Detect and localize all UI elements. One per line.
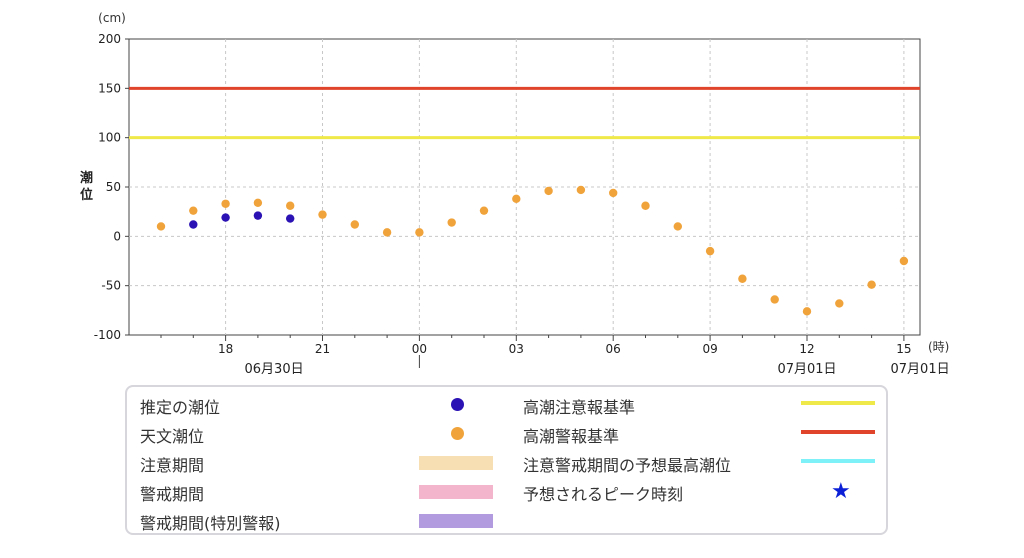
- data-point: [253, 198, 263, 207]
- tide-chart: -100 -50 0 50 100 150 200 18 21 00 03 06 09 12 15 06月30…: [80, 11, 950, 377]
- legend-symbol-warning-level: [801, 430, 875, 434]
- y-tick-label: 50: [106, 180, 121, 194]
- data-point: [189, 220, 198, 229]
- x-tick-label: 21: [315, 342, 330, 356]
- data-point: [382, 228, 392, 237]
- data-point: [576, 185, 586, 195]
- reference-lines: [129, 86, 920, 140]
- y-tick-label: 150: [98, 81, 121, 95]
- x-tick-label: 15: [896, 342, 911, 356]
- data-point: [447, 218, 456, 227]
- legend-symbol-astronomical: [451, 427, 464, 440]
- data-point: [189, 206, 198, 215]
- data-point: [899, 256, 909, 266]
- legend-symbol-warning-period: [419, 485, 493, 499]
- data-point: [479, 206, 489, 215]
- date-label: 07月01日: [891, 362, 950, 377]
- legend-label-warning-period: 警戒期間: [140, 485, 205, 504]
- data-point: [738, 274, 747, 283]
- data-point: [415, 228, 424, 237]
- data-point: [673, 222, 682, 231]
- legend-symbol-special-warning-period: [419, 514, 493, 528]
- data-point: [835, 299, 844, 308]
- y-tick-label: -50: [101, 279, 121, 293]
- axes: -100 -50 0 50 100 150 200 18 21 00 03 06 09 12 15 06月30…: [94, 32, 950, 377]
- data-point: [156, 222, 166, 231]
- grid: [128, 38, 921, 336]
- data-point: [867, 280, 876, 289]
- legend-label-caution-period: 注意期間: [140, 456, 205, 475]
- x-tick-label: 18: [218, 342, 233, 356]
- date-label: 07月01日: [777, 362, 836, 377]
- y-tick-label: 200: [98, 32, 121, 46]
- data-point: [318, 210, 327, 219]
- data-point: [350, 220, 359, 229]
- data-point: [802, 307, 812, 316]
- legend-symbol-caution-level: [801, 401, 875, 405]
- data-point: [512, 194, 521, 204]
- legend-symbol-estimated: [451, 398, 464, 411]
- y-tick-label: 0: [113, 229, 121, 243]
- data-point: [221, 199, 230, 208]
- data-point: [609, 188, 618, 198]
- y-unit-label: (cm): [98, 11, 126, 25]
- legend-label-peak-time: 予想されるピーク時刻: [523, 485, 684, 504]
- legend-label-predicted-max: 注意警戒期間の予想最高潮位: [523, 456, 732, 475]
- y-axis-label: 潮位: [80, 170, 93, 203]
- data-point: [253, 211, 263, 220]
- data-point: [544, 186, 553, 196]
- x-unit-label: (時): [928, 340, 949, 354]
- y-tick-label: -100: [94, 328, 121, 342]
- x-tick-label: 09: [702, 342, 717, 356]
- legend-label-warning-level: 高潮警報基準: [523, 427, 620, 446]
- data-points: [156, 185, 909, 316]
- legend-label-estimated: 推定の潮位: [140, 398, 221, 417]
- legend: 推定の潮位 天文潮位 注意期間 警戒期間 警戒期間(特別警報) 高潮注意報基準 …: [125, 385, 888, 535]
- x-tick-label: 03: [509, 342, 524, 356]
- x-tick-label: 06: [606, 342, 621, 356]
- legend-label-caution-level: 高潮注意報基準: [523, 398, 636, 417]
- date-label: 06月30日: [245, 362, 304, 377]
- data-point: [705, 246, 715, 256]
- data-point: [641, 201, 650, 210]
- star-icon: ★: [831, 479, 851, 504]
- legend-label-special-warning-period: 警戒期間(特別警報): [140, 514, 281, 533]
- legend-symbol-predicted-max: [801, 459, 875, 463]
- data-point: [286, 201, 295, 210]
- data-point: [286, 214, 295, 223]
- legend-symbol-caution-period: [419, 456, 493, 470]
- data-point: [221, 213, 230, 222]
- legend-label-astronomical: 天文潮位: [140, 427, 205, 446]
- y-tick-label: 100: [98, 131, 121, 145]
- x-tick-label: 12: [799, 342, 814, 356]
- x-tick-label: 00: [412, 342, 427, 356]
- data-point: [770, 295, 779, 304]
